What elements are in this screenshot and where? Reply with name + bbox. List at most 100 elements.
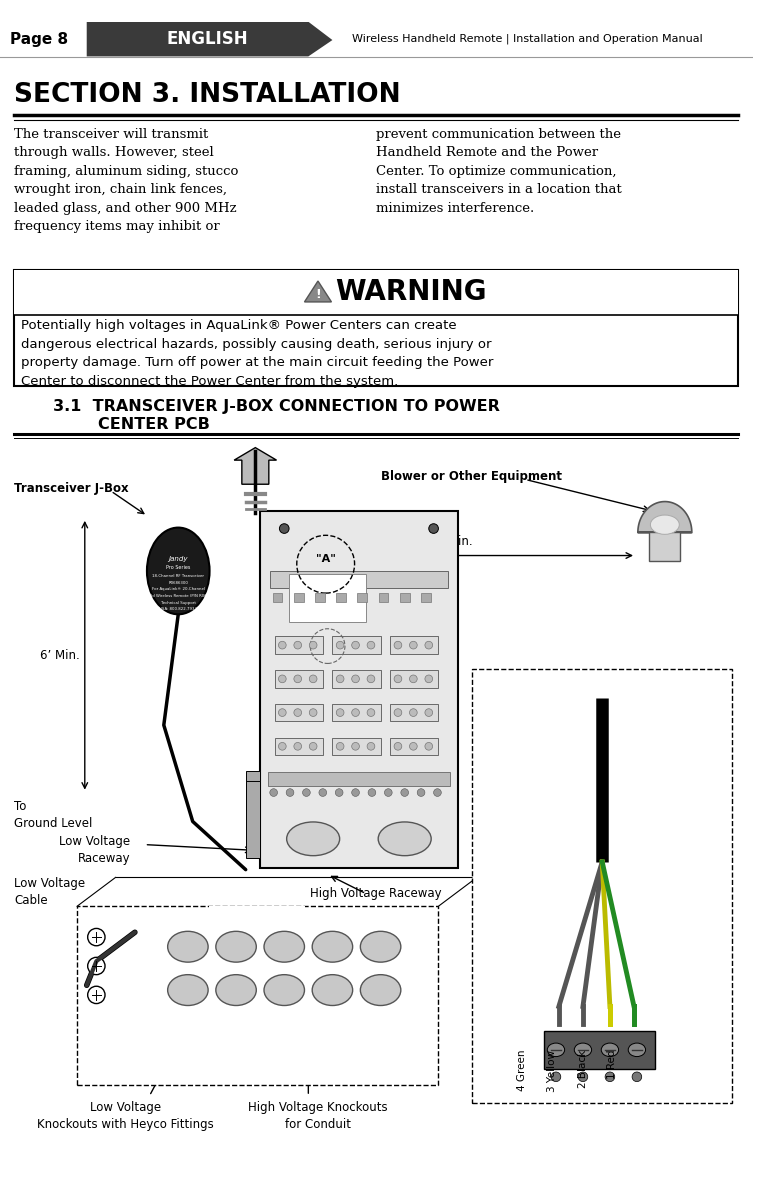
- Circle shape: [409, 709, 417, 716]
- Text: 6": 6": [708, 930, 719, 939]
- Circle shape: [551, 1072, 561, 1081]
- Bar: [294, 594, 304, 602]
- Bar: [337, 594, 346, 602]
- Text: !: !: [315, 288, 321, 300]
- Text: 3.1  TRANSCEIVER J-BOX CONNECTION TO POWER
        CENTER PCB: 3.1 TRANSCEIVER J-BOX CONNECTION TO POWE…: [53, 399, 500, 432]
- Circle shape: [319, 789, 326, 796]
- Bar: [333, 704, 380, 721]
- Text: SECTION 3. INSTALLATION: SECTION 3. INSTALLATION: [15, 82, 401, 108]
- Circle shape: [425, 743, 433, 750]
- Circle shape: [394, 641, 401, 648]
- Text: Transceiver J-Box: Transceiver J-Box: [15, 483, 129, 496]
- Ellipse shape: [312, 931, 353, 962]
- Bar: [333, 670, 380, 688]
- Circle shape: [409, 675, 417, 683]
- Ellipse shape: [574, 1043, 592, 1056]
- Circle shape: [367, 675, 375, 683]
- Text: WARNING: WARNING: [335, 279, 487, 306]
- Circle shape: [367, 743, 375, 750]
- Bar: [268, 772, 450, 786]
- Polygon shape: [638, 502, 692, 533]
- Circle shape: [394, 743, 401, 750]
- Text: Pro Series: Pro Series: [166, 565, 191, 570]
- Text: Low Voltage
Cable: Low Voltage Cable: [15, 877, 86, 907]
- Circle shape: [309, 675, 317, 683]
- Circle shape: [409, 641, 417, 648]
- Text: 1 Red: 1 Red: [607, 1050, 617, 1079]
- Circle shape: [425, 709, 433, 716]
- Bar: [473, 669, 733, 1103]
- Text: Potentially high voltages in AquaLink® Power Centers can create
dangerous electr: Potentially high voltages in AquaLink® P…: [21, 319, 494, 387]
- Bar: [390, 704, 438, 721]
- Circle shape: [337, 675, 344, 683]
- Circle shape: [605, 1072, 615, 1081]
- Bar: [273, 594, 282, 602]
- Circle shape: [401, 789, 408, 796]
- Text: Low Voltage
Raceway: Low Voltage Raceway: [59, 834, 130, 865]
- Bar: [269, 571, 448, 589]
- Circle shape: [429, 523, 438, 533]
- Bar: [390, 738, 438, 755]
- Text: Blower or Other Equipment: Blower or Other Equipment: [380, 470, 562, 483]
- Text: prevent communication between the
Handheld Remote and the Power
Center. To optim: prevent communication between the Handhe…: [376, 128, 622, 215]
- Circle shape: [337, 641, 344, 648]
- Ellipse shape: [360, 931, 401, 962]
- Text: R0686300: R0686300: [169, 581, 188, 584]
- Circle shape: [269, 789, 277, 796]
- Circle shape: [351, 789, 359, 796]
- Circle shape: [309, 641, 317, 648]
- Bar: [358, 594, 367, 602]
- Text: 2 Black: 2 Black: [578, 1050, 588, 1088]
- Bar: [544, 1031, 655, 1069]
- Text: BOTTOM VIEW: BOTTOM VIEW: [217, 914, 298, 924]
- Polygon shape: [305, 281, 331, 302]
- Circle shape: [425, 675, 433, 683]
- Ellipse shape: [547, 1043, 565, 1056]
- Circle shape: [351, 743, 359, 750]
- Circle shape: [433, 789, 441, 796]
- Circle shape: [394, 709, 401, 716]
- Circle shape: [279, 641, 286, 648]
- Circle shape: [351, 641, 359, 648]
- Bar: [333, 738, 380, 755]
- Circle shape: [87, 986, 105, 1004]
- Circle shape: [368, 789, 376, 796]
- Circle shape: [409, 743, 417, 750]
- Ellipse shape: [264, 975, 305, 1006]
- Circle shape: [337, 743, 344, 750]
- Circle shape: [384, 789, 392, 796]
- Text: Handheld Wireless Remote (P/N R0687300): Handheld Wireless Remote (P/N R0687300): [136, 594, 220, 598]
- Circle shape: [417, 789, 425, 796]
- Bar: [275, 704, 323, 721]
- Bar: [390, 637, 438, 654]
- Bar: [275, 637, 323, 654]
- Circle shape: [302, 789, 310, 796]
- Text: Low Voltage
Knockouts with Heyco Fittings: Low Voltage Knockouts with Heyco Fitting…: [37, 1101, 214, 1131]
- Text: 1/4": 1/4": [632, 930, 654, 939]
- Text: 4 Green: 4 Green: [517, 1050, 527, 1092]
- Bar: [421, 594, 430, 602]
- Bar: [379, 594, 388, 602]
- Text: Page 8: Page 8: [9, 31, 68, 46]
- Circle shape: [394, 675, 401, 683]
- Circle shape: [294, 675, 301, 683]
- Text: Wireless Handheld Remote | Installation and Operation Manual: Wireless Handheld Remote | Installation …: [351, 33, 702, 44]
- Bar: [0, 21, 753, 56]
- Bar: [275, 670, 323, 688]
- Circle shape: [309, 743, 317, 750]
- Ellipse shape: [360, 975, 401, 1006]
- Text: High Voltage Raceway: High Voltage Raceway: [310, 887, 441, 900]
- Circle shape: [367, 641, 375, 648]
- Bar: [333, 637, 380, 654]
- Bar: [246, 781, 260, 858]
- Bar: [289, 573, 366, 622]
- Circle shape: [309, 709, 317, 716]
- Circle shape: [351, 675, 359, 683]
- Circle shape: [425, 641, 433, 648]
- Bar: [77, 906, 438, 1085]
- Bar: [15, 271, 738, 315]
- Bar: [260, 511, 458, 868]
- Circle shape: [351, 709, 359, 716]
- Circle shape: [294, 641, 301, 648]
- Circle shape: [294, 743, 301, 750]
